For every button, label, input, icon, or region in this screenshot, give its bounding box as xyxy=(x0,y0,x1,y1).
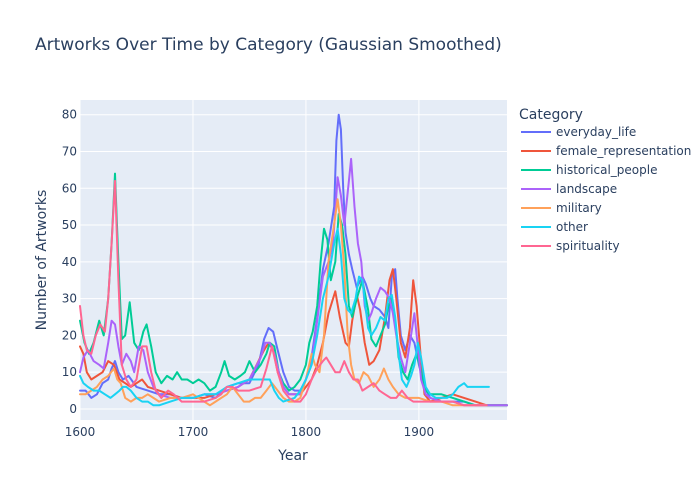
legend-label: landscape xyxy=(556,182,617,196)
x-tick-label: 1800 xyxy=(291,425,322,439)
legend-label: other xyxy=(556,220,588,234)
x-tick-label: 1700 xyxy=(178,425,209,439)
y-tick-label: 60 xyxy=(62,181,77,195)
y-tick-label: 30 xyxy=(62,292,77,306)
series-line-spirituality xyxy=(79,179,488,407)
x-tick-label: 1900 xyxy=(404,425,435,439)
legend: Category everyday_life female_representat… xyxy=(519,107,691,253)
y-tick-label: 20 xyxy=(62,328,77,342)
legend-title: Category xyxy=(519,107,583,123)
y-tick-label: 10 xyxy=(62,365,77,379)
y-tick-label: 50 xyxy=(62,218,77,232)
legend-label: military xyxy=(556,201,602,215)
y-tick-label: 80 xyxy=(62,108,77,122)
series-line-other xyxy=(79,227,490,407)
legend-label: historical_people xyxy=(556,163,657,177)
series-line-landscape xyxy=(79,157,508,407)
y-axis-ticks: 0 10 20 30 40 50 60 70 80 xyxy=(62,108,77,416)
legend-label: female_representation xyxy=(556,144,691,158)
series-layer xyxy=(79,113,508,407)
chart-title: Artworks Over Time by Category (Gaussian… xyxy=(35,35,502,55)
legend-label: spirituality xyxy=(556,239,620,253)
y-tick-label: 40 xyxy=(62,255,77,269)
y-tick-label: 0 xyxy=(69,402,77,416)
x-axis-title: Year xyxy=(277,448,308,464)
x-tick-label: 1600 xyxy=(65,425,96,439)
y-axis-title: Number of Artworks xyxy=(34,190,50,331)
grid-lines xyxy=(79,100,507,420)
legend-label: everyday_life xyxy=(556,125,636,139)
y-tick-label: 70 xyxy=(62,144,77,158)
series-line-female-representation xyxy=(79,268,508,407)
x-axis-ticks: 1600 1700 1800 1900 xyxy=(65,425,434,439)
